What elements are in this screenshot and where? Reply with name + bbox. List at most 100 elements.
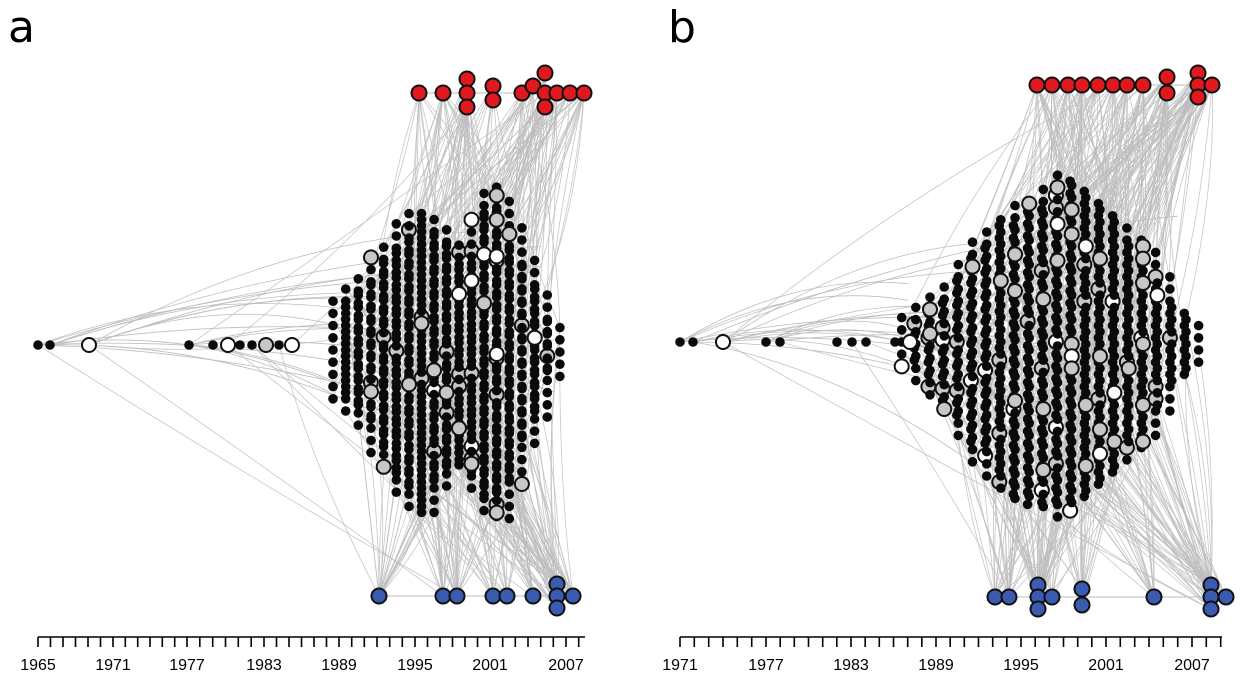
node	[441, 400, 452, 410]
edge	[433, 92, 585, 220]
edge	[471, 397, 508, 597]
node	[1038, 257, 1049, 268]
node	[953, 394, 964, 404]
node	[981, 312, 992, 323]
node	[847, 337, 857, 347]
node	[939, 282, 949, 292]
node	[981, 361, 992, 372]
edge	[1155, 288, 1212, 586]
edge	[88, 313, 340, 346]
node	[491, 312, 502, 323]
node-top-group	[1134, 76, 1152, 94]
node	[441, 302, 452, 313]
node	[529, 296, 540, 307]
node	[1081, 314, 1091, 325]
node	[761, 337, 771, 347]
node	[967, 274, 978, 284]
node	[1052, 402, 1063, 412]
node-bottom-group	[484, 587, 502, 605]
node	[353, 383, 364, 394]
node	[1123, 253, 1134, 264]
node	[416, 282, 427, 292]
node	[404, 221, 414, 231]
node	[953, 369, 964, 380]
node	[1166, 327, 1177, 337]
node	[454, 435, 464, 446]
edge	[1042, 84, 1114, 202]
node-highlight	[488, 211, 505, 228]
node	[504, 363, 515, 374]
node	[939, 318, 949, 329]
node	[1066, 266, 1077, 276]
node	[1123, 290, 1134, 301]
node	[479, 225, 489, 235]
node	[491, 337, 502, 347]
node-highlight	[438, 384, 455, 401]
node	[981, 337, 992, 347]
node	[479, 347, 489, 357]
node	[466, 385, 477, 396]
nodes-panel-b	[675, 64, 1235, 618]
edge	[1080, 459, 1099, 590]
node	[1165, 272, 1175, 282]
node	[1038, 367, 1049, 378]
node	[328, 357, 338, 368]
tick-label: 1965	[20, 657, 56, 674]
node	[491, 410, 502, 420]
node	[529, 438, 540, 449]
node-highlight	[501, 226, 518, 242]
node	[328, 345, 338, 355]
node	[1165, 406, 1175, 416]
node	[981, 410, 992, 420]
node	[967, 408, 978, 418]
node-top-group	[458, 98, 476, 116]
node	[1166, 302, 1177, 313]
node	[1024, 320, 1034, 331]
node	[479, 371, 489, 382]
node	[416, 489, 427, 500]
node	[491, 385, 502, 396]
node	[1081, 278, 1091, 288]
node	[429, 292, 439, 302]
node	[504, 473, 515, 483]
node	[1150, 247, 1161, 258]
node	[416, 477, 427, 487]
node	[504, 375, 515, 386]
node	[466, 312, 477, 323]
node	[441, 481, 452, 491]
node	[479, 383, 489, 394]
edge	[901, 84, 1053, 330]
node	[366, 399, 376, 409]
node	[391, 463, 402, 473]
node	[542, 387, 553, 398]
node	[996, 251, 1006, 262]
tick-label: 1983	[833, 657, 869, 674]
node	[491, 276, 502, 286]
node	[1095, 205, 1105, 215]
node	[1109, 314, 1120, 325]
node	[967, 359, 978, 370]
node	[378, 437, 389, 448]
node	[466, 263, 477, 274]
node	[504, 400, 515, 410]
node	[404, 282, 414, 292]
node	[441, 363, 452, 374]
node	[1022, 499, 1033, 510]
node	[1038, 209, 1049, 219]
node	[1052, 365, 1063, 376]
node	[479, 432, 489, 443]
node	[479, 493, 489, 504]
node	[416, 404, 427, 414]
node-highlight	[1035, 401, 1052, 417]
node	[404, 416, 414, 426]
node	[517, 274, 527, 284]
node	[517, 454, 527, 465]
node	[404, 391, 414, 402]
node-top-group	[1043, 76, 1061, 94]
node	[1166, 351, 1177, 362]
node	[911, 363, 921, 374]
node	[1109, 412, 1120, 423]
node-top-group	[1059, 76, 1077, 94]
node	[504, 326, 515, 337]
node	[1038, 245, 1049, 256]
